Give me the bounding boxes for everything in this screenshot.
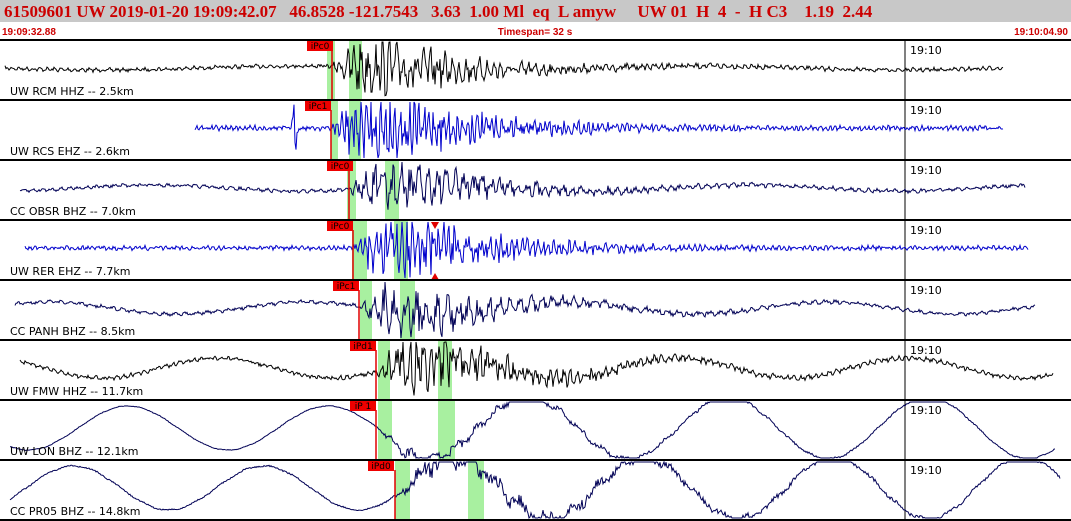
- waveform: [19, 341, 1054, 396]
- phase-window: [378, 400, 392, 460]
- station-label: UW RCM HHZ -- 2.5km: [10, 85, 134, 98]
- time-label: 19:10: [910, 44, 942, 57]
- trace-panel: 19:10 iP 1 UW LON BHZ -- 12.1km: [0, 399, 1071, 460]
- phase-window: [400, 280, 415, 340]
- start-time: 19:09:32.88: [2, 27, 56, 38]
- trace-panel: 19:10 iPc0 UW RCM HHZ -- 2.5km: [0, 39, 1071, 100]
- waveform: [10, 401, 1056, 459]
- end-time: 19:10:04.90: [1014, 27, 1068, 38]
- waveform: [19, 161, 1026, 210]
- pick-label: iPc0: [311, 42, 330, 52]
- phase-window: [327, 40, 335, 100]
- header-bar: [0, 0, 1071, 22]
- phase-window: [468, 460, 484, 520]
- event-header: 61509601 UW 2019-01-20 19:09:42.07 46.85…: [4, 2, 873, 21]
- station-label: UW RER EHZ -- 7.7km: [10, 265, 130, 278]
- station-label: CC OBSR BHZ -- 7.0km: [10, 205, 136, 218]
- waveform: [4, 41, 1004, 97]
- time-label: 19:10: [910, 344, 942, 357]
- timespan: Timespan= 32 s: [498, 27, 573, 38]
- trace-panel: 19:10 iPc0 CC OBSR BHZ -- 7.0km: [0, 159, 1071, 220]
- time-label: 19:10: [910, 104, 942, 117]
- trace-panel: 19:10 iPd0 CC PR05 BHZ -- 14.8km: [0, 459, 1071, 520]
- pick-label: iPc1: [337, 282, 356, 292]
- station-label: UW LON BHZ -- 12.1km: [10, 445, 138, 458]
- phase-window: [438, 400, 455, 460]
- station-label: CC PR05 BHZ -- 14.8km: [10, 505, 141, 518]
- amp-pick: [431, 222, 439, 229]
- phase-window: [385, 160, 399, 220]
- time-label: 19:10: [910, 224, 942, 237]
- trace-panel: 19:10 iPc1 UW RCS EHZ -- 2.6km: [0, 99, 1071, 160]
- station-label: UW FMW HHZ -- 11.7km: [10, 385, 143, 398]
- waveform: [194, 101, 1004, 159]
- pick-box: [368, 461, 394, 471]
- phase-window: [378, 340, 390, 400]
- waveform: [9, 460, 1061, 520]
- pick-box: [305, 101, 331, 111]
- time-label: 19:10: [910, 464, 942, 477]
- trace-panel: 19:10 iPd1 UW FMW HHZ -- 11.7km: [0, 339, 1071, 400]
- pick-label: iPd0: [371, 462, 391, 472]
- phase-window: [352, 220, 367, 280]
- waveform: [14, 281, 1036, 339]
- pick-box: [327, 161, 353, 171]
- pick-box: [307, 41, 333, 51]
- pick-box: [327, 221, 353, 231]
- time-label: 19:10: [910, 164, 942, 177]
- phase-window: [349, 100, 361, 160]
- amp-pick: [431, 273, 439, 280]
- pick-label: iPc0: [331, 162, 350, 172]
- pick-label: iP 1: [355, 402, 372, 412]
- pick-box: [333, 281, 359, 291]
- trace-panel: 19:10 iPc0 UW RER EHZ -- 7.7km: [0, 219, 1071, 280]
- pick-label: iPc1: [309, 102, 328, 112]
- station-label: UW RCS EHZ -- 2.6km: [10, 145, 130, 158]
- pick-label: iPc0: [331, 222, 350, 232]
- trace-panel: 19:10 iPc1 CC PANH BHZ -- 8.5km: [0, 279, 1071, 340]
- time-label: 19:10: [910, 284, 942, 297]
- time-label: 19:10: [910, 404, 942, 417]
- pick-box: [350, 341, 376, 351]
- pick-box: [350, 401, 376, 411]
- pick-label: iPd1: [353, 342, 372, 352]
- station-label: CC PANH BHZ -- 8.5km: [10, 325, 135, 338]
- waveform: [24, 221, 1029, 279]
